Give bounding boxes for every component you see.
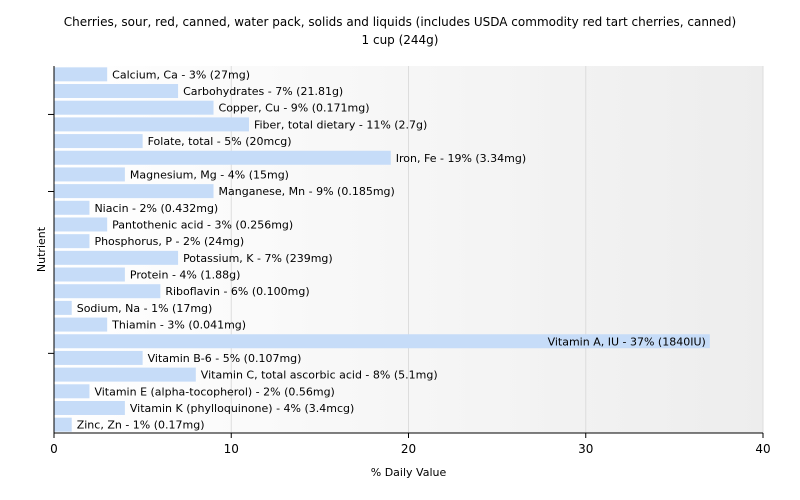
bar-label: Carbohydrates - 7% (21.81g): [183, 85, 343, 98]
bar-label: Potassium, K - 7% (239mg): [183, 252, 333, 265]
x-tick-label: 40: [755, 442, 770, 456]
bar: [54, 334, 710, 349]
bar: [54, 350, 143, 365]
bar: [54, 367, 196, 382]
x-axis-title: % Daily Value: [371, 466, 447, 479]
bar-label: Magnesium, Mg - 4% (15mg): [130, 168, 289, 181]
bar: [54, 134, 143, 149]
bar: [54, 200, 90, 215]
chart-title: Cherries, sour, red, canned, water pack,…: [63, 15, 737, 29]
bar-label: Fiber, total dietary - 11% (2.7g): [254, 118, 427, 131]
bar-label: Pantothenic acid - 3% (0.256mg): [112, 218, 293, 231]
bar-label: Vitamin K (phylloquinone) - 4% (3.4mcg): [130, 402, 354, 415]
bar: [54, 284, 161, 299]
bar-label: Sodium, Na - 1% (17mg): [77, 302, 213, 315]
bar-label: Folate, total - 5% (20mcg): [148, 135, 292, 148]
bar: [54, 217, 108, 232]
bar-label: Thiamin - 3% (0.041mg): [111, 319, 246, 332]
bar: [54, 400, 125, 415]
bar: [54, 384, 90, 399]
bar: [54, 150, 391, 165]
bar-label: Riboflavin - 6% (0.100mg): [165, 285, 309, 298]
bars: Calcium, Ca - 3% (27mg) Carbohydrates - 7…: [54, 67, 710, 432]
bar-label: Phosphorus, P - 2% (24mg): [94, 235, 244, 248]
bar: [54, 234, 90, 249]
bar: [54, 250, 179, 265]
x-tick-label: 20: [401, 442, 416, 456]
bar: [54, 117, 249, 132]
y-axis-title: Nutrient: [35, 226, 48, 272]
bar-label: Protein - 4% (1.88g): [130, 269, 241, 282]
chart-subtitle: 1 cup (244g): [361, 33, 439, 47]
bar: [54, 100, 214, 115]
bar: [54, 300, 72, 315]
bar-label: Calcium, Ca - 3% (27mg): [112, 68, 250, 81]
bar: [54, 67, 108, 82]
x-tick-label: 30: [578, 442, 593, 456]
bar-label: Manganese, Mn - 9% (0.185mg): [219, 185, 395, 198]
bar: [54, 184, 214, 199]
x-tick-label: 10: [224, 442, 239, 456]
bar-label: Vitamin C, total ascorbic acid - 8% (5.1…: [201, 369, 438, 382]
bar: [54, 417, 72, 432]
bar-label: Niacin - 2% (0.432mg): [94, 202, 218, 215]
axes: 0 10 20 30 40: [48, 66, 771, 456]
bar-label: Vitamin B-6 - 5% (0.107mg): [148, 352, 302, 365]
bar-label: Vitamin E (alpha-tocopherol) - 2% (0.56m…: [94, 385, 334, 398]
bar-label: Zinc, Zn - 1% (0.17mg): [77, 419, 205, 432]
bar: [54, 84, 179, 99]
bar: [54, 317, 108, 332]
bar: [54, 267, 125, 282]
bar-label: Iron, Fe - 19% (3.34mg): [396, 152, 526, 165]
x-tick-label: 0: [50, 442, 58, 456]
bar: [54, 167, 125, 182]
bar-label: Copper, Cu - 9% (0.171mg): [219, 102, 370, 115]
bar-label: Vitamin A, IU - 37% (1840IU): [548, 335, 706, 348]
